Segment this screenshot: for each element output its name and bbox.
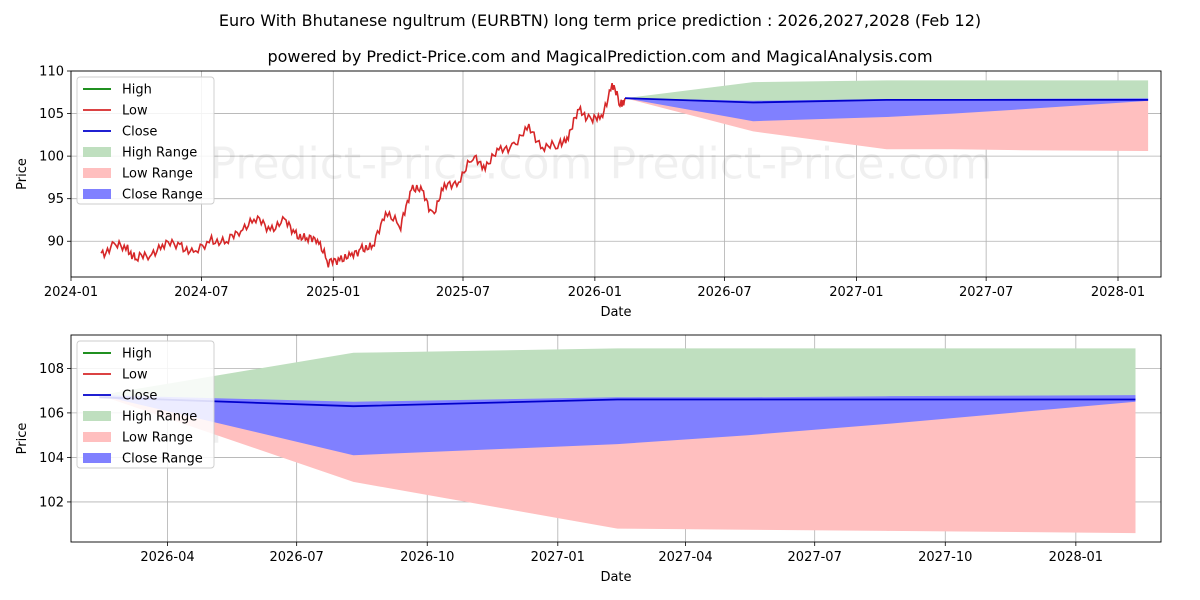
close-range-band — [99, 395, 1136, 456]
x-tick-label: 2027-01 — [531, 550, 585, 565]
y-tick-label: 106 — [39, 406, 64, 421]
legend-low-range-label: Low Range — [122, 431, 193, 446]
y-tick-label: 105 — [39, 107, 64, 122]
x-tick-label: 2026-01 — [568, 285, 622, 300]
history-low-line — [100, 82, 626, 268]
high-range-band — [625, 80, 1149, 103]
watermark: Predict-Price.com — [210, 139, 593, 190]
y-tick-label: 102 — [39, 495, 64, 510]
x-axis-label: Date — [600, 570, 631, 585]
legend-close-range-label: Close Range — [122, 188, 203, 203]
close-line — [99, 396, 1136, 408]
legend-low-range-label: Low Range — [122, 167, 193, 182]
legend-box — [76, 340, 215, 469]
high-range-band — [99, 348, 1136, 407]
y-tick-label: 108 — [39, 362, 64, 377]
x-tick-label: 2026-10 — [400, 550, 454, 565]
legend-low-label: Low — [122, 368, 148, 383]
x-tick-label: 2027-01 — [829, 285, 883, 300]
chart-subtitle: powered by Predict-Price.com and Magical… — [267, 47, 932, 66]
y-tick-label: 110 — [39, 65, 64, 80]
legend-low-range-swatch — [83, 168, 111, 178]
x-tick-label: 2028-01 — [1049, 550, 1103, 565]
close-line — [624, 97, 1149, 104]
y-tick-label: 104 — [39, 451, 64, 466]
plot-area — [100, 80, 1149, 268]
top-chart-panel: 2024-01 2024-07 2025-01 2025-07 2026-01 2026-… — [15, 65, 1162, 320]
plot-frame — [70, 70, 1162, 278]
legend-high-range-label: High Range — [122, 146, 197, 161]
legend-low-range-swatch — [83, 432, 111, 442]
x-tick-label: 2024-01 — [44, 285, 98, 300]
x-tick-label: 2025-07 — [436, 285, 490, 300]
x-tick-label: 2027-04 — [658, 550, 712, 565]
legend-high-label: High — [122, 83, 152, 98]
x-tick-label: 2025-01 — [306, 285, 360, 300]
x-tick-label: 2026-07 — [697, 285, 751, 300]
legend-close-label: Close — [122, 125, 157, 140]
y-axis-label: Price — [15, 158, 30, 190]
x-tick-label: 2027-07 — [788, 550, 842, 565]
legend-close-range-swatch — [83, 189, 111, 199]
x-tick-label: 2028-01 — [1091, 285, 1145, 300]
legend-close-label: Close — [122, 389, 157, 404]
legend-close-range-label: Close Range — [122, 452, 203, 467]
legend-close-range-swatch — [83, 453, 111, 463]
x-axis-label: Date — [600, 305, 631, 320]
legend-low-label: Low — [122, 104, 148, 119]
x-tick-label: 2027-10 — [918, 550, 972, 565]
legend-high-range-swatch — [83, 411, 111, 421]
y-tick-label: 95 — [47, 192, 64, 207]
x-tick-label: 2026-07 — [270, 550, 324, 565]
bottom-chart-panel: 2026-04 2026-07 2026-10 2027-01 2027-04 2027-… — [15, 334, 1162, 585]
legend-high-range-swatch — [83, 147, 111, 157]
chart-title: Euro With Bhutanese ngultrum (EURBTN) lo… — [219, 11, 981, 30]
y-tick-label: 100 — [39, 150, 64, 165]
legend-box — [76, 76, 215, 205]
legend-high-label: High — [122, 347, 152, 362]
plot-area — [99, 348, 1136, 534]
plot-frame — [70, 334, 1162, 543]
y-axis-label: Price — [15, 423, 30, 455]
y-tick-label: 90 — [47, 235, 64, 250]
close-range-band — [625, 98, 1149, 122]
x-tick-label: 2024-07 — [174, 285, 228, 300]
x-tick-label: 2026-04 — [140, 550, 194, 565]
legend-high-range-label: High Range — [122, 410, 197, 425]
x-tick-label: 2027-07 — [959, 285, 1013, 300]
